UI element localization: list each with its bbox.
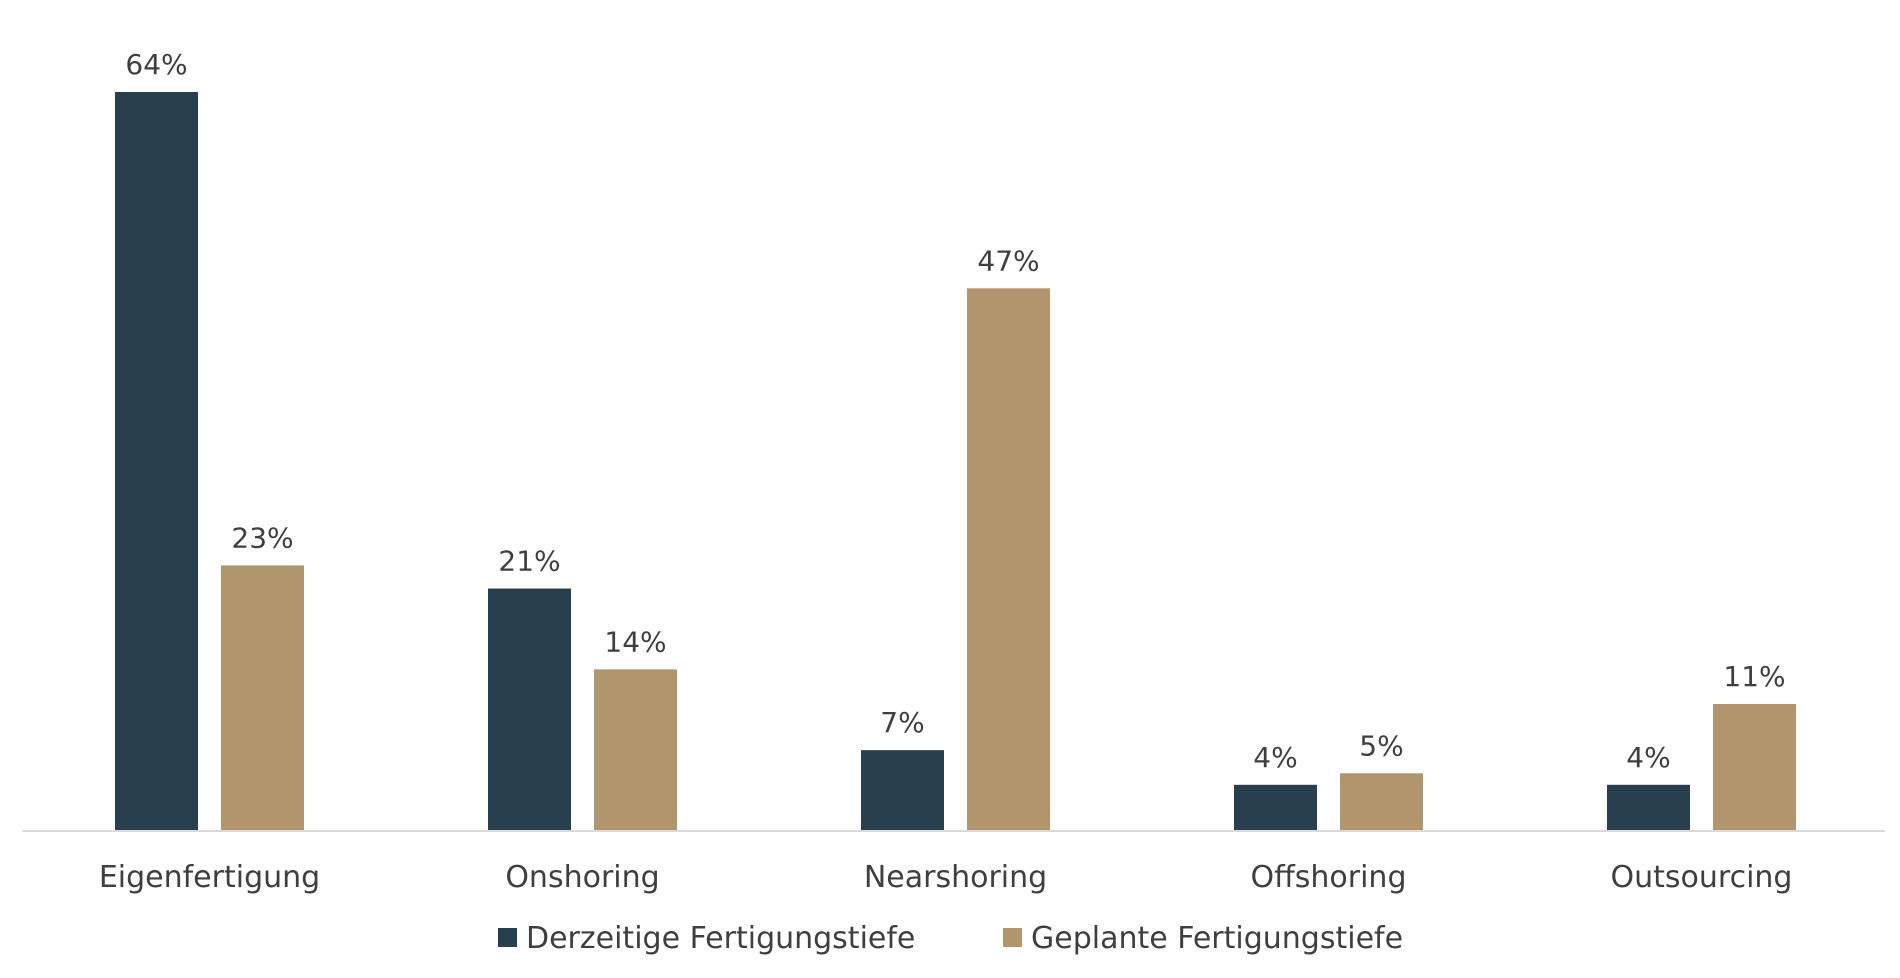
x-tick-label-onshoring: Onshoring xyxy=(505,860,659,895)
data-label-planned-offshoring: 5% xyxy=(1359,729,1403,762)
legend-label-planned: Geplante Fertigungstiefe xyxy=(1031,921,1403,956)
x-tick-label-nearshoring: Nearshoring xyxy=(864,860,1047,895)
legend-label-current: Derzeitige Fertigungstiefe xyxy=(526,921,915,956)
data-label-planned-onshoring: 14% xyxy=(604,625,666,658)
data-label-planned-eigenfertigung: 23% xyxy=(231,521,293,554)
bar-current-offshoring xyxy=(1234,784,1317,831)
bar-planned-eigenfertigung xyxy=(221,565,304,831)
legend-swatch-current xyxy=(498,928,517,947)
data-label-current-onshoring: 21% xyxy=(498,545,560,578)
legend-swatch-planned xyxy=(1003,928,1022,947)
bar-planned-outsourcing xyxy=(1713,703,1796,831)
category-labels-layer: Eigenfertigung Onshoring Nearshoring Offsho… xyxy=(99,860,1793,895)
bar-planned-offshoring xyxy=(1340,773,1423,831)
bars-layer xyxy=(115,92,1796,831)
bar-current-onshoring xyxy=(488,588,571,831)
x-tick-label-offshoring: Offshoring xyxy=(1250,860,1406,895)
data-label-current-eigenfertigung: 64% xyxy=(125,48,187,81)
data-label-current-offshoring: 4% xyxy=(1253,741,1297,774)
data-label-planned-nearshoring: 47% xyxy=(977,244,1039,277)
bar-planned-nearshoring xyxy=(967,288,1050,831)
legend: Derzeitige Fertigungstiefe Geplante Ferti… xyxy=(498,921,1403,956)
x-tick-label-eigenfertigung: Eigenfertigung xyxy=(99,860,320,895)
x-tick-label-outsourcing: Outsourcing xyxy=(1611,860,1793,895)
value-labels-layer: 64% 23% 21% 14% 7% 47% 4% 5% 4% 11% xyxy=(125,48,1785,774)
data-label-current-outsourcing: 4% xyxy=(1626,741,1670,774)
bar-current-eigenfertigung xyxy=(115,92,198,831)
bar-current-outsourcing xyxy=(1607,784,1690,831)
data-label-current-nearshoring: 7% xyxy=(880,706,924,739)
data-label-planned-outsourcing: 11% xyxy=(1723,660,1785,693)
bar-current-nearshoring xyxy=(861,750,944,831)
bar-planned-onshoring xyxy=(594,669,677,831)
